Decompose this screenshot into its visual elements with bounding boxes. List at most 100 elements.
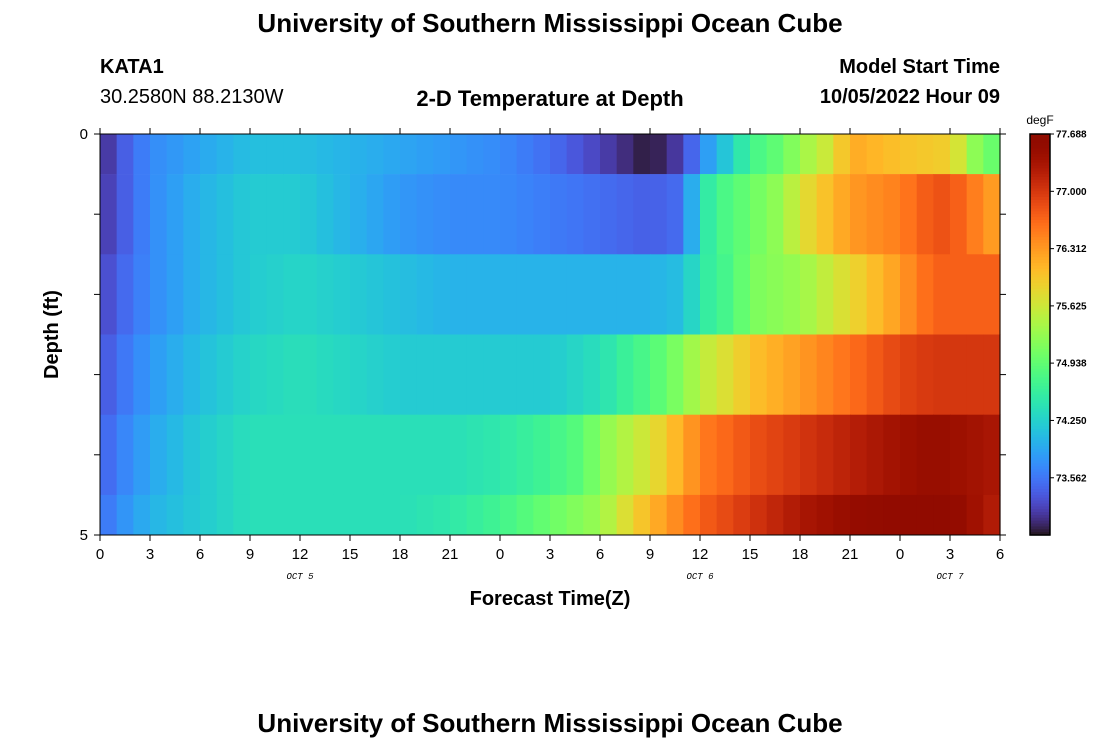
heatmap-cell — [683, 414, 701, 496]
x-tick-label: 15 — [742, 546, 759, 563]
colorbar-swatch — [1030, 151, 1050, 155]
heatmap-cell — [250, 174, 268, 255]
x-tick-label: 12 — [292, 546, 309, 563]
heatmap-cell — [583, 334, 601, 415]
heatmap-cell — [200, 494, 218, 536]
heatmap-cell — [483, 174, 501, 255]
colorbar-swatch — [1030, 308, 1050, 313]
station-coordinates: 30.2580N 88.2130W — [100, 86, 284, 108]
heatmap-cell — [566, 334, 584, 415]
colorbar-swatch — [1030, 254, 1050, 258]
colorbar-swatch — [1030, 185, 1050, 190]
x-tick-label: 21 — [442, 546, 459, 563]
heatmap-cell — [383, 334, 401, 415]
heatmap-cell — [400, 334, 418, 415]
colorbar-swatch — [1030, 397, 1050, 401]
heatmap-cell — [450, 134, 468, 175]
heatmap-cell — [883, 334, 901, 415]
colorbar-swatch — [1030, 480, 1050, 485]
colorbar-swatch — [1030, 268, 1050, 273]
heatmap-cell — [633, 254, 651, 335]
heatmap-cell — [133, 254, 151, 335]
colorbar-swatch — [1030, 208, 1050, 212]
heatmap-cell — [600, 174, 618, 255]
heatmap-cell — [666, 134, 684, 175]
x-date-label: OCT 7 — [936, 572, 964, 582]
x-tick-label: 9 — [646, 546, 654, 563]
heatmap-cell — [933, 334, 951, 415]
colorbar-swatch — [1030, 228, 1050, 232]
heatmap-cell — [300, 134, 318, 175]
heatmap-cell — [400, 494, 418, 536]
colorbar-swatch — [1030, 509, 1050, 513]
heatmap-cell — [250, 254, 268, 335]
heatmap-cell — [483, 414, 501, 496]
heatmap-cell — [400, 414, 418, 496]
colorbar-tick-label: 76.312 — [1056, 244, 1087, 255]
colorbar-swatch — [1030, 245, 1050, 250]
heatmap-cell — [150, 174, 168, 255]
heatmap-cell — [516, 494, 534, 536]
heatmap-cell — [383, 254, 401, 335]
heatmap-cell — [366, 254, 384, 335]
heatmap-cell — [133, 334, 151, 415]
heatmap-cell — [200, 134, 218, 175]
colorbar-swatch — [1030, 446, 1050, 450]
heatmap-cell — [433, 174, 451, 255]
colorbar-swatch — [1030, 414, 1050, 419]
colorbar-frame — [1029, 133, 1051, 536]
heatmap-cell — [333, 134, 351, 175]
colorbar: 77.688 77.000 76.312 75.625 74.938 74.250 73.5… — [1026, 113, 1087, 536]
colorbar-swatch — [1030, 366, 1050, 370]
colorbar-swatch — [1030, 188, 1050, 192]
heatmap-cell — [416, 494, 434, 536]
colorbar-swatch — [1030, 474, 1050, 479]
heatmap-cell — [600, 254, 618, 335]
colorbar-swatch — [1030, 176, 1050, 181]
colorbar-swatch — [1030, 471, 1050, 476]
heatmap-cell — [350, 414, 368, 496]
heatmap-cell — [300, 174, 318, 255]
colorbar-swatch — [1030, 368, 1050, 373]
colorbar-swatch — [1030, 466, 1050, 470]
colorbar-swatch — [1030, 136, 1050, 141]
heatmap-cell — [933, 174, 951, 255]
heatmap-cell — [966, 254, 984, 335]
heatmap-cell — [166, 414, 184, 496]
colorbar-swatch — [1030, 197, 1050, 201]
heatmap-cell — [883, 174, 901, 255]
x-tick-label: 6 — [596, 546, 604, 563]
heatmap-cell — [616, 334, 634, 415]
colorbar-swatch — [1030, 262, 1050, 267]
colorbar-swatch — [1030, 494, 1050, 499]
heatmap-cell — [250, 494, 268, 536]
heatmap-cell — [950, 254, 968, 335]
colorbar-swatch — [1030, 483, 1050, 487]
heatmap-cell — [183, 134, 201, 175]
heatmap-cell — [900, 494, 918, 536]
colorbar-swatch — [1030, 423, 1050, 427]
heatmap-cell — [433, 334, 451, 415]
heatmap-cell — [766, 414, 784, 496]
heatmap-cell — [616, 494, 634, 536]
x-tick-label: 18 — [792, 546, 809, 563]
heatmap-cell — [316, 334, 334, 415]
heatmap-cell — [250, 134, 268, 175]
heatmap-cell — [350, 174, 368, 255]
heatmap-cell — [650, 334, 668, 415]
heatmap-cell — [516, 334, 534, 415]
colorbar-swatch — [1030, 145, 1050, 149]
heatmap-cell — [300, 414, 318, 496]
heatmap-cell — [750, 494, 768, 536]
heatmap-cell — [800, 414, 818, 496]
heatmap-cell — [883, 254, 901, 335]
heatmap-cell — [500, 494, 518, 536]
heatmap-cell — [700, 134, 718, 175]
heatmap-cell — [916, 134, 934, 175]
heatmap-cell — [750, 174, 768, 255]
heatmap-cell — [466, 254, 484, 335]
heatmap-cell — [633, 334, 651, 415]
heatmap-cell — [433, 414, 451, 496]
heatmap-cell — [966, 414, 984, 496]
colorbar-swatch — [1030, 217, 1050, 221]
